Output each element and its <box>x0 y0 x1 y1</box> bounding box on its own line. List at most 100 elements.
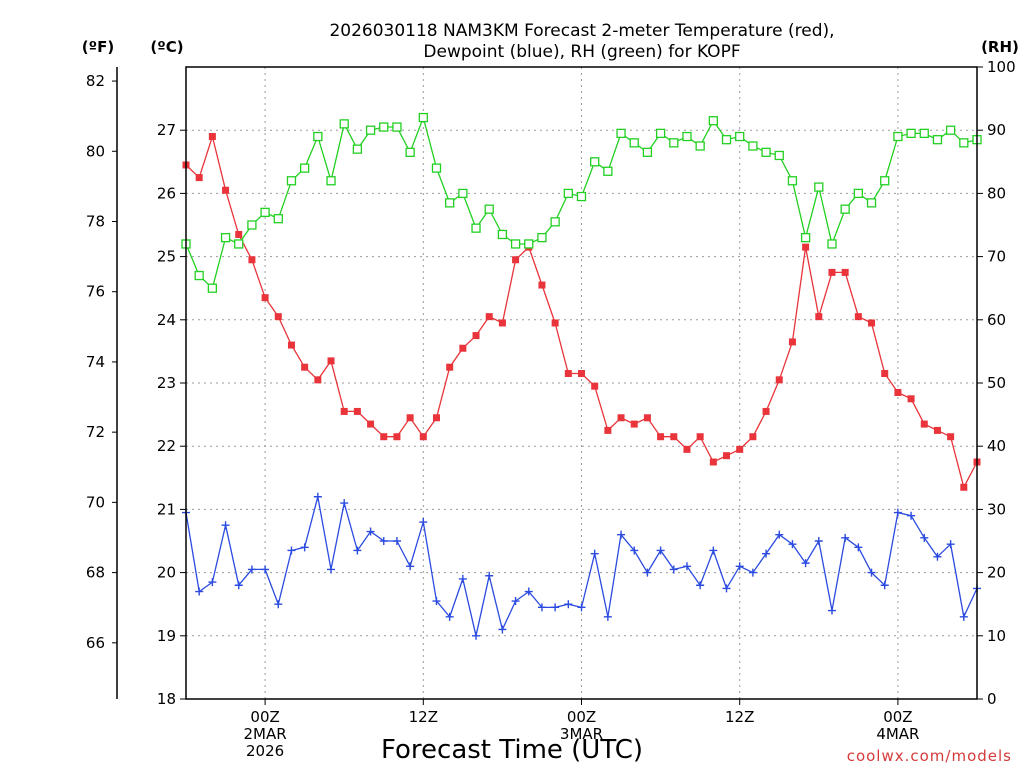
rh-tick-label: 10 <box>987 627 1006 645</box>
series-layer <box>181 112 982 640</box>
temperature-point <box>854 313 862 321</box>
fahrenheit-tick-label: 70 <box>86 493 105 511</box>
temperature-point <box>762 407 770 415</box>
temperature-point <box>933 426 941 434</box>
dewpoint-point <box>353 546 362 555</box>
fahrenheit-tick-label: 82 <box>86 72 105 90</box>
temperature-point <box>604 426 612 434</box>
dewpoint-point <box>617 530 626 539</box>
dewpoint-point <box>590 549 599 558</box>
rh-point <box>629 138 639 148</box>
temperature-series <box>182 133 981 491</box>
rh-point <box>234 239 244 249</box>
dewpoint-point <box>379 537 388 545</box>
temperature-point <box>195 174 203 182</box>
temperature-point <box>538 281 546 289</box>
rh-point <box>418 112 428 123</box>
celsius-tick-label: 21 <box>157 500 176 518</box>
temperature-point <box>353 407 361 415</box>
dewpoint-point <box>722 584 731 593</box>
dewpoint-point <box>247 565 256 574</box>
temperature-point <box>512 256 520 264</box>
rh-point <box>945 125 956 135</box>
rh-point <box>286 176 297 186</box>
fahrenheit-tick-label: 72 <box>86 423 105 441</box>
x-axis-title: Forecast Time (UTC) <box>381 735 643 765</box>
dewpoint-point <box>841 533 850 542</box>
temperature-point <box>327 357 335 365</box>
rh-point <box>682 131 692 142</box>
rh-point <box>299 163 310 173</box>
rh-point <box>247 220 257 230</box>
dewpoint-point <box>511 597 520 606</box>
rh-tick-label: 90 <box>987 121 1006 139</box>
rh-point <box>827 239 837 249</box>
time-tick-label: 12Z <box>409 708 438 726</box>
rh-point <box>445 198 455 208</box>
temperature-point <box>749 433 757 441</box>
dewpoint-point <box>854 543 863 552</box>
relative-humidity-series <box>181 112 982 293</box>
fahrenheit-tick-label: 74 <box>86 353 105 371</box>
dewpoint-point <box>445 612 454 621</box>
rh-point <box>458 188 468 199</box>
temperature-point <box>657 433 665 441</box>
celsius-tick-label: 25 <box>157 248 176 266</box>
chart-title: 2026030118 NAM3KM Forecast 2-meter Tempe… <box>329 21 834 62</box>
rh-point <box>814 182 824 192</box>
dewpoint-point <box>261 565 270 574</box>
temperature-point <box>643 414 651 422</box>
temperature-point <box>406 414 414 422</box>
temperature-point <box>894 388 902 396</box>
rh-point <box>800 232 811 243</box>
dewpoint-point <box>419 518 428 527</box>
celsius-tick-label: 20 <box>157 564 176 582</box>
rh-tick-label: 20 <box>987 564 1006 582</box>
temperature-point <box>248 256 256 264</box>
rh-point <box>379 122 389 132</box>
dewpoint-point <box>577 603 586 612</box>
rh-point <box>774 150 784 161</box>
rh-point <box>537 232 547 243</box>
rh-tick-label: 100 <box>987 58 1016 76</box>
rh-point <box>590 157 600 167</box>
temperature-point <box>947 433 955 441</box>
rh-point <box>207 283 218 293</box>
fahrenheit-tick-label: 76 <box>86 283 105 301</box>
rh-point <box>194 270 204 281</box>
dewpoint-point <box>735 562 744 571</box>
rh-point <box>932 135 943 145</box>
rh-point <box>906 128 916 139</box>
rh-point <box>616 128 626 139</box>
rh-point <box>471 223 481 233</box>
temperature-point <box>630 420 638 428</box>
rh-point <box>866 198 877 208</box>
celsius-tick-label: 26 <box>157 184 176 202</box>
dewpoint-point <box>485 571 494 580</box>
temperature-point <box>208 133 216 141</box>
rh-unit-label: (RH) <box>981 38 1019 56</box>
temperature-point <box>274 313 282 321</box>
rh-point <box>735 131 745 142</box>
dewpoint-point <box>603 612 612 621</box>
temperature-point <box>802 243 810 251</box>
temperature-point <box>222 186 230 194</box>
celsius-tick-label: 23 <box>157 374 176 392</box>
temperature-point <box>578 370 585 378</box>
temperature-point <box>907 395 915 403</box>
dewpoint-point <box>406 562 415 571</box>
rh-tick-label: 80 <box>987 184 1006 202</box>
time-tick-label: 00Z <box>883 708 912 726</box>
dewpoint-point <box>656 546 665 555</box>
dewpoint-point <box>274 600 283 609</box>
rh-point <box>642 147 653 157</box>
celsius-tick-label: 19 <box>157 627 176 645</box>
dewpoint-point <box>551 603 560 612</box>
dewpoint-point <box>630 546 639 555</box>
dewpoint-point <box>893 508 902 517</box>
celsius-tick-label: 24 <box>157 311 176 329</box>
chart-title-line-1: 2026030118 NAM3KM Forecast 2-meter Tempe… <box>329 21 834 41</box>
temperature-point <box>393 433 401 441</box>
celsius-axis: 18 19 20 21 22 23 24 25 26 27 <box>157 121 186 708</box>
